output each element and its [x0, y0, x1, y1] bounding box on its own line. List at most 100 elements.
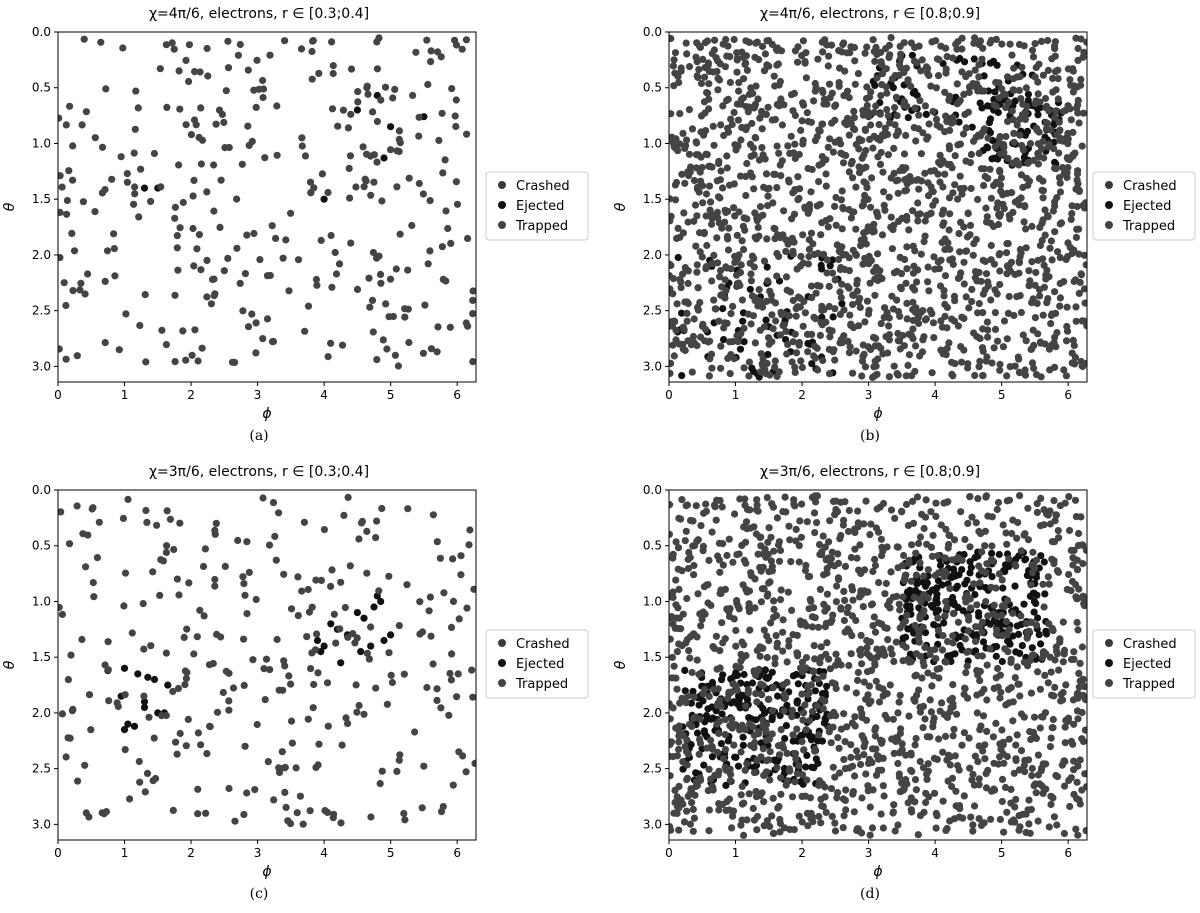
- point-trapped: [815, 161, 823, 169]
- point-trapped: [669, 635, 674, 643]
- point-trapped: [937, 317, 945, 325]
- point-ejected: [1033, 591, 1041, 599]
- point-trapped: [942, 65, 950, 73]
- point-trapped: [335, 260, 344, 268]
- point-trapped: [211, 530, 219, 538]
- point-trapped: [929, 531, 937, 540]
- point-trapped: [364, 90, 372, 98]
- point-trapped: [696, 715, 704, 723]
- point-trapped: [76, 286, 84, 294]
- point-trapped: [889, 808, 898, 816]
- point-ejected: [998, 657, 1006, 666]
- point-trapped: [62, 355, 70, 363]
- point-trapped: [673, 685, 681, 693]
- point-trapped: [834, 559, 843, 568]
- x-tick-label: 1: [121, 388, 129, 402]
- point-trapped: [833, 582, 841, 590]
- point-trapped: [996, 694, 1004, 702]
- point-ejected: [164, 681, 172, 689]
- point-trapped: [730, 204, 738, 212]
- point-trapped: [908, 541, 916, 549]
- point-trapped: [782, 327, 790, 335]
- point-trapped: [753, 214, 761, 222]
- point-trapped: [819, 705, 827, 713]
- point-trapped: [383, 345, 391, 353]
- point-trapped: [375, 34, 383, 42]
- point-trapped: [124, 495, 132, 503]
- point-trapped: [758, 125, 766, 133]
- point-trapped: [174, 684, 182, 693]
- point-trapped: [142, 358, 150, 366]
- legend-box: [1092, 629, 1196, 699]
- point-trapped: [453, 693, 461, 701]
- point-trapped: [1003, 540, 1011, 548]
- point-trapped: [239, 573, 247, 581]
- point-trapped: [949, 189, 957, 197]
- point-trapped: [714, 552, 722, 560]
- point-trapped: [405, 338, 413, 347]
- point-trapped: [742, 702, 750, 710]
- point-trapped: [471, 759, 476, 767]
- point-trapped: [1047, 126, 1055, 134]
- point-trapped: [1073, 691, 1081, 699]
- point-trapped: [760, 626, 768, 634]
- point-trapped: [989, 733, 998, 741]
- point-trapped: [978, 128, 987, 136]
- point-trapped: [988, 359, 996, 367]
- x-axis-label: ϕ: [873, 864, 882, 880]
- point-trapped: [84, 270, 92, 278]
- point-trapped: [58, 345, 63, 353]
- point-trapped: [718, 800, 727, 809]
- point-trapped: [896, 691, 904, 699]
- point-trapped: [730, 108, 738, 117]
- point-trapped: [797, 126, 805, 134]
- point-trapped: [829, 763, 837, 771]
- point-trapped: [721, 716, 729, 724]
- point-trapped: [1020, 713, 1028, 721]
- point-trapped: [983, 727, 991, 736]
- point-trapped: [433, 685, 441, 693]
- point-trapped: [121, 746, 129, 754]
- point-trapped: [845, 131, 853, 139]
- point-trapped: [344, 719, 352, 728]
- point-trapped: [669, 752, 673, 760]
- point-trapped: [767, 619, 775, 627]
- point-trapped: [1075, 529, 1083, 538]
- point-trapped: [762, 297, 771, 305]
- point-trapped: [894, 821, 902, 829]
- point-trapped: [891, 827, 899, 835]
- point-trapped: [803, 330, 812, 338]
- point-trapped: [855, 322, 863, 330]
- point-trapped: [367, 191, 375, 199]
- point-trapped: [943, 603, 951, 612]
- point-trapped: [140, 645, 148, 653]
- point-trapped: [691, 201, 700, 209]
- point-trapped: [999, 343, 1008, 351]
- point-trapped: [1053, 329, 1061, 337]
- point-trapped: [1051, 363, 1059, 371]
- point-trapped: [872, 724, 880, 732]
- point-trapped: [851, 713, 859, 721]
- point-trapped: [1007, 684, 1015, 692]
- point-trapped: [856, 541, 864, 549]
- point-trapped: [182, 56, 190, 64]
- point-trapped: [1044, 66, 1052, 74]
- point-trapped: [911, 367, 919, 375]
- point-trapped: [832, 221, 840, 229]
- point-trapped: [920, 238, 928, 246]
- point-trapped: [690, 176, 699, 185]
- point-trapped: [439, 803, 447, 811]
- point-trapped: [194, 810, 202, 818]
- point-trapped: [203, 293, 211, 301]
- point-trapped: [78, 121, 86, 129]
- point-trapped: [870, 132, 878, 140]
- point-trapped: [708, 220, 716, 228]
- point-trapped: [924, 263, 932, 271]
- point-trapped: [984, 278, 992, 286]
- point-trapped: [818, 802, 826, 810]
- point-trapped: [849, 174, 857, 182]
- point-trapped: [827, 785, 836, 793]
- point-trapped: [998, 726, 1006, 734]
- legend-label-ejected: Ejected: [1123, 657, 1171, 672]
- point-trapped: [446, 323, 454, 331]
